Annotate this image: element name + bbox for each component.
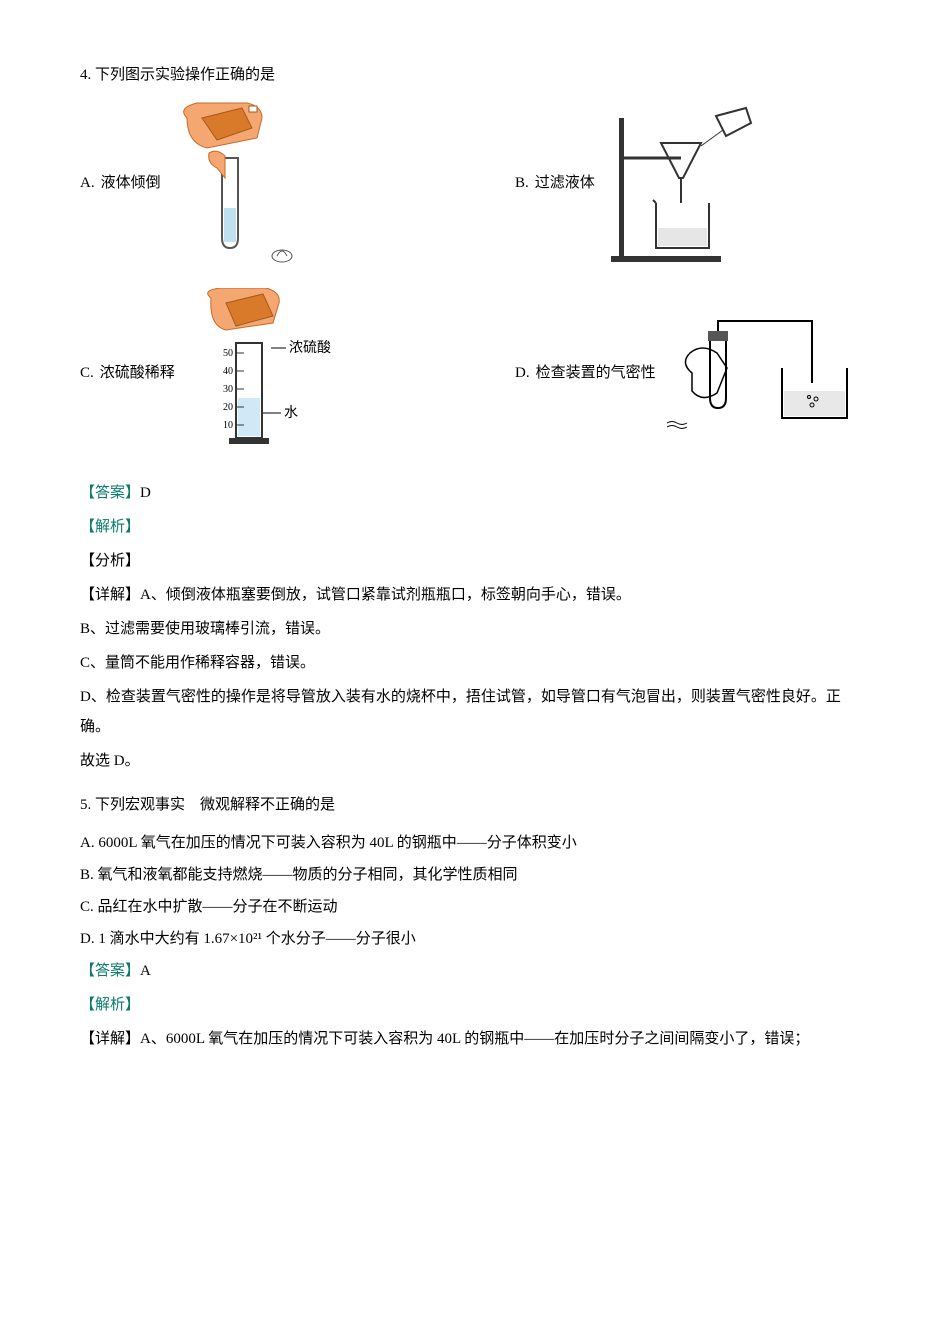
acid-label: 浓硫酸: [289, 340, 331, 356]
q5-option-D: D. 1 滴水中大约有 1.67×10²¹ 个水分子——分子很小: [80, 924, 870, 954]
tick-40: 40: [223, 366, 233, 377]
q4-B-diagram: [601, 98, 761, 268]
q4-conclusion: 故选 D。: [80, 746, 870, 776]
q5-analysis-tag: 【解析】: [80, 997, 140, 1013]
q4-C-label: 浓硫酸稀释: [100, 358, 175, 388]
q4-A-diagram: [167, 98, 317, 268]
tick-20: 20: [223, 402, 233, 413]
q4-option-B: B. 过滤液体: [515, 98, 870, 268]
q4-D-letter: D.: [515, 358, 530, 388]
q4-A-letter: A.: [80, 168, 95, 198]
water-label: 水: [284, 405, 298, 421]
q4-detail-B: B、过滤需要使用玻璃棒引流，错误。: [80, 614, 870, 644]
q4-detail-D: D、检查装置气密性的操作是将导管放入装有水的烧杯中，捂住试管，如导管口有气泡冒出…: [80, 682, 870, 742]
q5-answer-tag: 【答案】: [80, 963, 140, 979]
q4-D-label: 检查装置的气密性: [536, 358, 656, 388]
q4-option-D: D. 检查装置的气密性: [515, 313, 870, 433]
q4-answer-tag: 【答案】: [80, 485, 140, 501]
q4-detail-A: A、倾倒液体瓶塞要倒放，试管口紧靠试剂瓶瓶口，标签朝向手心，错误。: [140, 587, 631, 603]
q5-stem: 下列宏观事实 微观解释不正确的是: [95, 797, 335, 813]
q4-D-diagram: [662, 313, 862, 433]
q5-detail-A: A、6000L 氧气在加压的情况下可装入容积为 40L 的钢瓶中——在加压时分子…: [140, 1031, 809, 1047]
q5-option-C: C. 品红在水中扩散——分子在不断运动: [80, 892, 870, 922]
q4-detail-C: C、量筒不能用作稀释容器，错误。: [80, 648, 870, 678]
q4-B-letter: B.: [515, 168, 529, 198]
tick-10: 10: [223, 420, 233, 431]
q5-detail-tag: 【详解】: [80, 1031, 140, 1047]
q4-option-C: C. 浓硫酸稀释 50 40 30 20: [80, 288, 435, 458]
q5-number: 5.: [80, 797, 91, 813]
q4-analysis-tag: 【解析】: [80, 519, 140, 535]
tick-50: 50: [223, 348, 233, 359]
q4-fenxi-tag: 【分析】: [80, 553, 140, 569]
q4-B-label: 过滤液体: [535, 168, 595, 198]
q4-C-letter: C.: [80, 358, 94, 388]
q4-A-label: 液体倾倒: [101, 168, 161, 198]
tick-30: 30: [223, 384, 233, 395]
q4-stem: 下列图示实验操作正确的是: [95, 67, 275, 83]
q5-answer-value: A: [140, 963, 151, 979]
q4-number: 4.: [80, 67, 91, 83]
q4-C-diagram: 50 40 30 20 10 浓硫酸 水: [181, 288, 351, 458]
q4-detail-tag: 【详解】: [80, 587, 140, 603]
q4-answer-value: D: [140, 485, 151, 501]
q4-option-A: A. 液体倾倒: [80, 98, 435, 268]
q5-option-A: A. 6000L 氧气在加压的情况下可装入容积为 40L 的钢瓶中——分子体积变…: [80, 828, 870, 858]
q5-option-B: B. 氧气和液氧都能支持燃烧——物质的分子相同，其化学性质相同: [80, 860, 870, 890]
